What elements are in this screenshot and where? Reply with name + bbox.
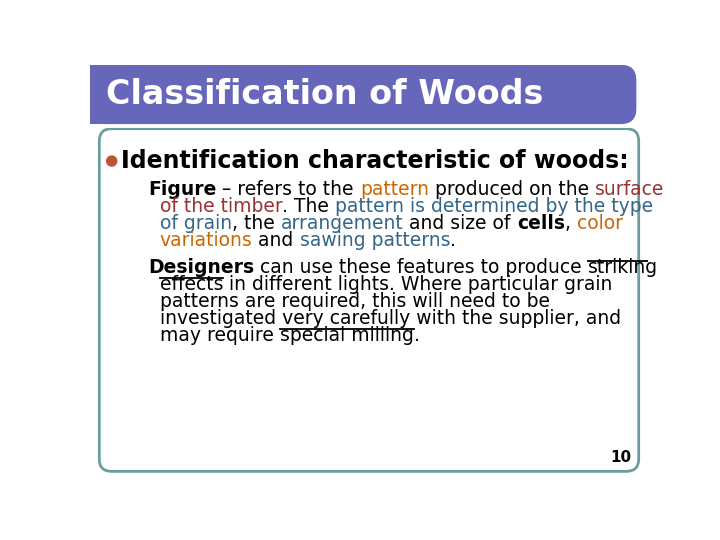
Text: .: . <box>413 326 419 345</box>
Text: color: color <box>577 214 623 233</box>
Text: Classification of Woods: Classification of Woods <box>106 78 543 111</box>
Text: pattern is determined by the type: pattern is determined by the type <box>336 197 654 216</box>
Text: . The: . The <box>282 197 336 216</box>
Text: and size of: and size of <box>403 214 517 233</box>
Text: arrangement: arrangement <box>281 214 403 233</box>
Text: patterns are required, this will need to be: patterns are required, this will need to… <box>160 292 550 311</box>
Text: ,: , <box>564 214 577 233</box>
Text: Figure: Figure <box>148 180 217 199</box>
Text: sawing patterns: sawing patterns <box>300 231 450 250</box>
Text: variations: variations <box>160 231 253 250</box>
Text: of the timber: of the timber <box>160 197 282 216</box>
Text: Identification characteristic of woods:: Identification characteristic of woods: <box>121 149 629 173</box>
Text: effects: effects <box>160 275 223 294</box>
Text: special milling: special milling <box>279 326 413 345</box>
Text: in different lights. Where particular grain: in different lights. Where particular gr… <box>223 275 613 294</box>
Text: surface: surface <box>595 180 665 199</box>
Bar <box>90 65 107 124</box>
Text: investigated very carefully with the supplier, and: investigated very carefully with the sup… <box>160 309 621 328</box>
Text: produced on the: produced on the <box>429 180 595 199</box>
Text: Designers: Designers <box>148 258 254 277</box>
FancyBboxPatch shape <box>90 65 636 124</box>
FancyBboxPatch shape <box>99 129 639 471</box>
Circle shape <box>107 156 117 166</box>
Text: can use these features to produce: can use these features to produce <box>254 258 588 277</box>
Text: and: and <box>253 231 300 250</box>
Text: 10: 10 <box>610 450 631 465</box>
Text: striking: striking <box>588 258 658 277</box>
Text: pattern: pattern <box>360 180 429 199</box>
Text: – refers to the: – refers to the <box>217 180 360 199</box>
Text: cells: cells <box>517 214 564 233</box>
Text: may require: may require <box>160 326 279 345</box>
Text: of grain: of grain <box>160 214 232 233</box>
Text: .: . <box>450 231 456 250</box>
Text: , the: , the <box>232 214 281 233</box>
